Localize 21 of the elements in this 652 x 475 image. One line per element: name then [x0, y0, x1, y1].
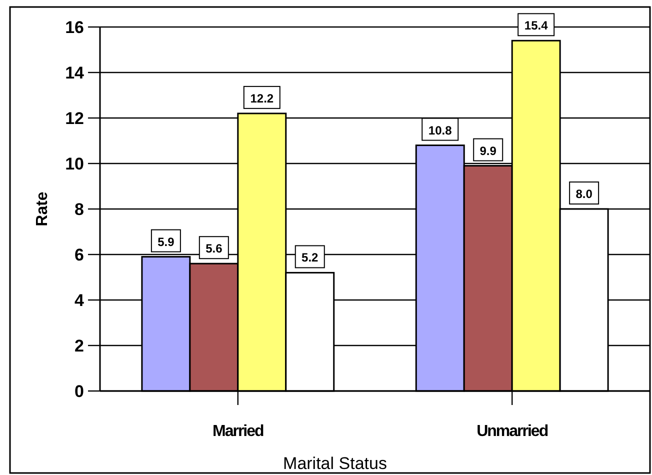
y-tick-label: 14 — [65, 64, 85, 82]
data-label: 12.2 — [250, 91, 274, 106]
y-tick-label: 10 — [65, 154, 84, 174]
y-tick-label: 0 — [74, 382, 84, 401]
y-tick-label: 2 — [74, 336, 84, 356]
data-label: 15.4 — [524, 18, 548, 33]
y-tick-label: 12 — [65, 109, 84, 128]
y-axis-title: Rate — [34, 192, 51, 226]
data-label: 9.9 — [480, 144, 497, 158]
y-tick-label: 16 — [65, 18, 84, 37]
data-label: 5.2 — [302, 250, 319, 265]
y-tick-label: 4 — [74, 291, 85, 310]
data-label: 8.0 — [576, 187, 593, 201]
data-label: 5.6 — [206, 242, 223, 256]
y-tick-label: 8 — [74, 200, 84, 219]
data-label: 10.8 — [428, 123, 452, 138]
y-tick-label: 6 — [74, 246, 84, 264]
data-label: 5.9 — [158, 234, 175, 249]
x-tick-label: Unmarried — [476, 423, 548, 440]
x-axis-title: Marital Status — [283, 454, 387, 473]
x-tick-label: Married — [212, 423, 264, 440]
